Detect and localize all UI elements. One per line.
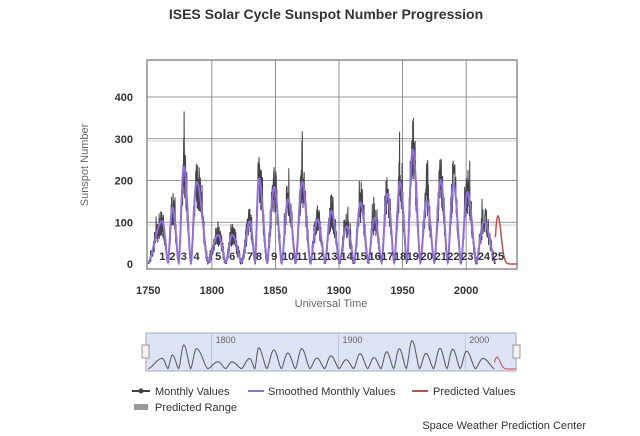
cycle-label: 9 [271,251,277,263]
y-tick-label: 0 [127,259,133,271]
x-tick-label: 1850 [263,285,287,297]
navigator-tick-label: 1900 [342,335,362,345]
y-tick-label: 100 [115,217,133,229]
y-tick-label: 200 [115,176,133,188]
legend-range-swatch [134,404,148,410]
cycle-label: 3 [181,251,187,263]
y-tick-label: 400 [115,92,133,104]
cycle-label: 13 [325,251,337,263]
cycle-label: 6 [229,251,235,263]
cycle-label: 1 [159,251,165,263]
x-tick-label: 1800 [200,285,224,297]
cycle-label: 12 [311,251,323,263]
cycle-label: 25 [492,251,504,263]
cycle-label: 21 [435,251,447,263]
cycle-label: 15 [354,251,366,263]
navigator-tick-label: 1800 [216,335,236,345]
cycle-label: 16 [368,251,380,263]
x-tick-label: 1750 [136,285,160,297]
y-axis-label: Sunspot Number [79,123,91,206]
y-axis-ticks: 0 100 200 300 400 [115,92,133,271]
x-axis-label: Universal Time [295,298,368,310]
x-tick-label: 1950 [390,285,414,297]
cycle-label: 4 [194,251,201,263]
plot-frame [146,59,518,270]
cycle-label: 11 [296,251,308,263]
x-axis-ticks: 1750 1800 1850 1900 1950 2000 [136,285,478,297]
navigator-right-handle[interactable] [512,344,521,359]
legend-item-smoothed[interactable]: Smoothed Monthly Values [248,386,396,398]
cycle-label: 24 [478,251,491,263]
cycle-label: 17 [381,251,393,263]
legend-predicted-label: Predicted Values [433,386,516,398]
cycle-label: 8 [256,251,262,263]
cycle-label: 2 [169,251,175,263]
cycle-label: 5 [215,251,221,263]
cycle-label: 10 [282,251,294,263]
legend: Monthly Values Smoothed Monthly Values P… [132,386,516,414]
y-tick-label: 300 [115,134,133,146]
navigator-tick-label: 2000 [469,335,489,345]
navigator-series [148,340,495,370]
legend-item-range[interactable]: Predicted Range [134,402,237,414]
x-tick-label: 2000 [454,285,478,297]
legend-range-label: Predicted Range [155,402,237,414]
plot-grid [146,59,518,270]
legend-monthly-label: Monthly Values [155,386,230,398]
cycle-label: 14 [340,251,353,263]
cycle-label: 19 [407,251,419,263]
cycle-label: 20 [421,251,433,263]
cycle-label: 23 [461,251,473,263]
credit-link[interactable]: Space Weather Prediction Center [422,420,586,432]
cycle-label: 7 [247,251,253,263]
legend-smoothed-label: Smoothed Monthly Values [268,386,396,398]
cycle-labels: 1 2 3 4 5 6 7 8 9 10 11 12 13 14 15 16 17 18 19 20 21 22 23 24 2… [159,251,504,263]
legend-item-predicted[interactable]: Predicted Values [412,386,516,398]
navigator[interactable]: 1800 1900 2000 [141,332,521,372]
plot-series [147,111,517,267]
legend-item-monthly[interactable]: Monthly Values [132,386,230,398]
navigator-selection[interactable] [145,332,517,372]
chart-title: ISES Solar Cycle Sunspot Number Progress… [169,6,483,22]
smoothed-monthly-line [147,148,497,267]
cycle-label: 22 [447,251,459,263]
navigator-left-handle[interactable] [141,344,150,359]
x-tick-label: 1900 [327,285,351,297]
cycle-label: 18 [394,251,406,263]
predicted-values-line [494,215,517,265]
legend-monthly-marker [138,388,144,394]
navigator-predicted-series [493,356,516,370]
